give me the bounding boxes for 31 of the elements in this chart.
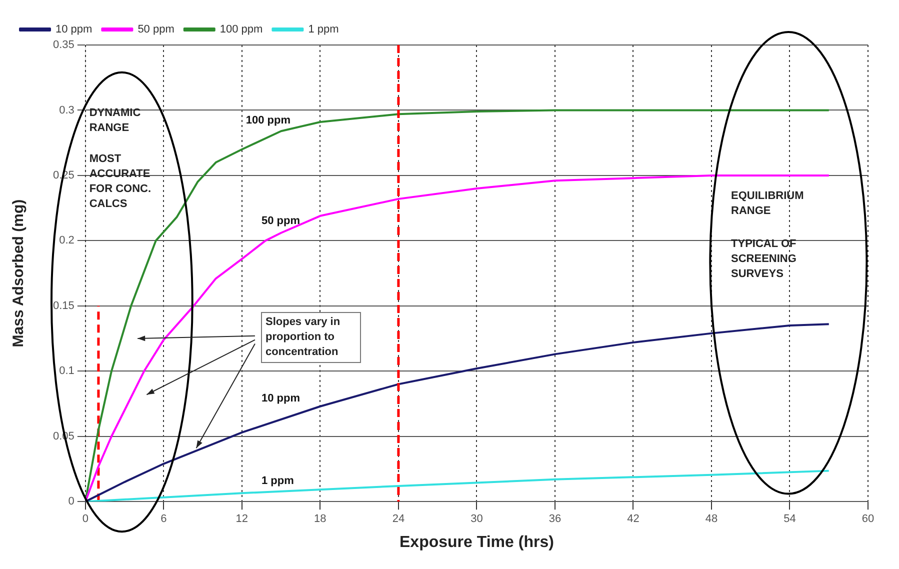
annotation: EQUILIBRIUM RANGE: [731, 188, 805, 218]
x-tick-label: 12: [236, 513, 248, 526]
annotation: Slopes vary in proportion to concentration: [261, 312, 362, 364]
legend-label: 10 ppm: [56, 24, 92, 36]
legend-label: 100 ppm: [220, 24, 263, 36]
legend-label: 1 ppm: [308, 24, 339, 36]
y-axis-title: Mass Adsorbed (mg): [10, 199, 28, 348]
y-tick-label: 0.1: [59, 365, 74, 378]
legend-label: 50 ppm: [138, 24, 174, 36]
y-tick-label: 0.15: [52, 300, 74, 312]
annotation: DYNAMIC RANGE: [89, 106, 142, 136]
y-tick-label: 0.2: [59, 234, 74, 247]
y-tick-label: 0.35: [52, 39, 74, 52]
x-tick-label: 6: [160, 513, 167, 526]
text: 1 ppm: [261, 474, 294, 487]
text: 10 ppm: [261, 392, 300, 405]
x-tick-label: 36: [548, 513, 562, 526]
x-tick-label: 54: [784, 513, 796, 526]
x-tick-label: 30: [470, 513, 483, 526]
x-tick-label: 0: [82, 513, 88, 526]
y-tick-label: 0.3: [59, 104, 74, 116]
x-tick-label: 24: [392, 513, 405, 526]
x-tick-label: 18: [314, 513, 326, 526]
x-tick-label: 48: [705, 513, 718, 526]
y-tick-label: 0: [68, 496, 74, 508]
x-axis-title: Exposure Time (hrs): [399, 534, 554, 551]
x-tick-label: 42: [627, 513, 640, 526]
x-tick-label: 60: [862, 513, 874, 526]
annotation: TYPICAL OF SCREENING SURVEYS: [731, 236, 798, 282]
text: 100 ppm: [246, 114, 290, 127]
text: 50 ppm: [261, 215, 300, 228]
